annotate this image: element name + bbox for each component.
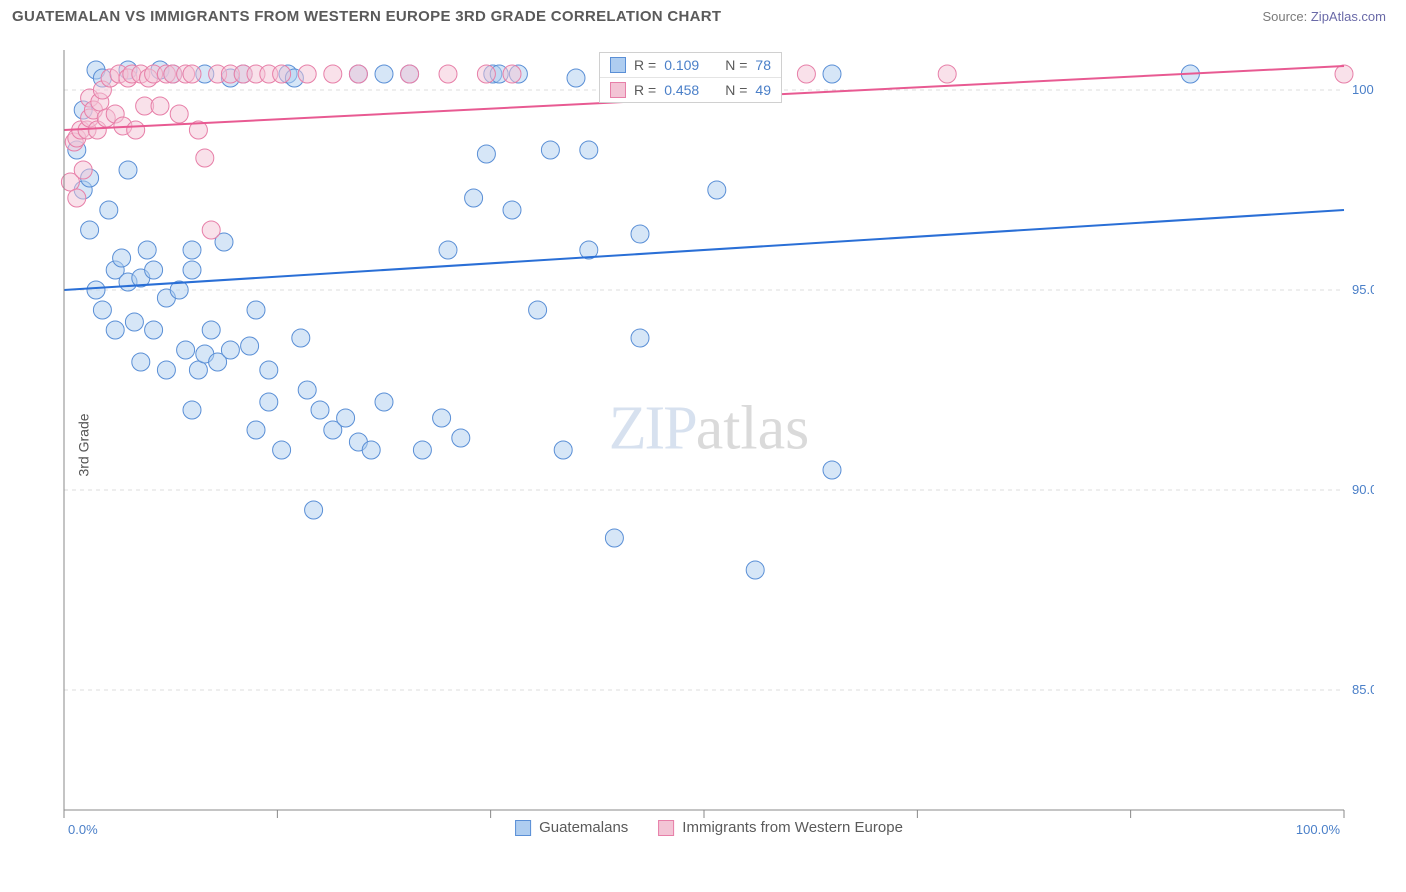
data-point xyxy=(202,221,220,239)
data-point xyxy=(477,65,495,83)
data-point xyxy=(465,189,483,207)
y-tick-label: 100.0% xyxy=(1352,82,1374,97)
data-point xyxy=(375,393,393,411)
trend-line xyxy=(64,210,1344,290)
data-point xyxy=(298,381,316,399)
data-point xyxy=(145,321,163,339)
data-point xyxy=(362,441,380,459)
data-point xyxy=(151,97,169,115)
data-point xyxy=(241,337,259,355)
data-point xyxy=(202,321,220,339)
data-point xyxy=(138,241,156,259)
data-point xyxy=(567,69,585,87)
data-point xyxy=(823,65,841,83)
data-point xyxy=(119,161,137,179)
x-tick-label: 100.0% xyxy=(1296,822,1341,837)
chart-title: GUATEMALAN VS IMMIGRANTS FROM WESTERN EU… xyxy=(12,8,721,25)
data-point xyxy=(183,261,201,279)
data-point xyxy=(580,141,598,159)
data-point xyxy=(81,221,99,239)
stats-legend-row: R =0.109N =78 xyxy=(600,53,781,77)
data-point xyxy=(196,149,214,167)
data-point xyxy=(87,281,105,299)
data-point xyxy=(177,341,195,359)
data-point xyxy=(413,441,431,459)
data-point xyxy=(183,401,201,419)
data-point xyxy=(247,421,265,439)
data-point xyxy=(631,329,649,347)
scatter-chart: 85.0% 90.0% 95.0% 100.0% 0.0% 100.0% xyxy=(44,50,1374,840)
stats-legend-row: R =0.458N =49 xyxy=(600,77,781,102)
source-link[interactable]: ZipAtlas.com xyxy=(1311,9,1386,24)
data-point xyxy=(605,529,623,547)
y-tick-label: 90.0% xyxy=(1352,482,1374,497)
series-legend: Guatemalans Immigrants from Western Europ… xyxy=(515,819,903,836)
legend-swatch xyxy=(610,82,626,98)
legend-label: Guatemalans xyxy=(539,819,628,836)
data-point xyxy=(337,409,355,427)
data-point xyxy=(439,65,457,83)
data-point xyxy=(797,65,815,83)
y-axis-label: 3rd Grade xyxy=(76,413,92,476)
data-point xyxy=(1335,65,1353,83)
data-point xyxy=(823,461,841,479)
legend-swatch xyxy=(658,820,674,836)
data-point xyxy=(529,301,547,319)
y-tick-label: 85.0% xyxy=(1352,682,1374,697)
data-point xyxy=(375,65,393,83)
data-point xyxy=(132,353,150,371)
data-point xyxy=(938,65,956,83)
header: GUATEMALAN VS IMMIGRANTS FROM WESTERN EU… xyxy=(0,0,1406,31)
stats-legend: R =0.109N =78R =0.458N =49 xyxy=(599,52,782,103)
legend-item: Guatemalans xyxy=(515,819,628,836)
data-point xyxy=(100,201,118,219)
data-point xyxy=(708,181,726,199)
plot-area: 3rd Grade 85.0% 90.0% 95.0% 100.0% 0.0% 100.0… xyxy=(44,50,1374,840)
legend-label: Immigrants from Western Europe xyxy=(682,819,903,836)
data-point xyxy=(503,65,521,83)
data-point xyxy=(260,361,278,379)
legend-swatch xyxy=(515,820,531,836)
data-point xyxy=(541,141,559,159)
data-point xyxy=(93,301,111,319)
x-tick-label: 0.0% xyxy=(68,822,98,837)
data-point xyxy=(298,65,316,83)
data-point xyxy=(311,401,329,419)
data-point xyxy=(260,393,278,411)
data-point xyxy=(221,341,239,359)
data-point xyxy=(401,65,419,83)
legend-item: Immigrants from Western Europe xyxy=(658,819,903,836)
data-point xyxy=(439,241,457,259)
y-tick-label: 95.0% xyxy=(1352,282,1374,297)
source-label: Source: ZipAtlas.com xyxy=(1262,9,1386,24)
legend-swatch xyxy=(610,57,626,73)
data-point xyxy=(433,409,451,427)
data-point xyxy=(183,65,201,83)
data-point xyxy=(68,189,86,207)
data-point xyxy=(477,145,495,163)
data-point xyxy=(183,241,201,259)
data-point xyxy=(324,65,342,83)
data-point xyxy=(106,321,124,339)
data-point xyxy=(292,329,310,347)
data-point xyxy=(349,65,367,83)
data-point xyxy=(247,301,265,319)
data-point xyxy=(503,201,521,219)
data-point xyxy=(631,225,649,243)
data-point xyxy=(305,501,323,519)
data-point xyxy=(746,561,764,579)
data-point xyxy=(554,441,572,459)
data-point xyxy=(145,261,163,279)
data-point xyxy=(125,313,143,331)
data-point xyxy=(273,65,291,83)
data-point xyxy=(127,121,145,139)
data-point xyxy=(157,361,175,379)
data-point xyxy=(113,249,131,267)
data-point xyxy=(74,161,92,179)
data-point xyxy=(189,361,207,379)
data-point xyxy=(452,429,470,447)
data-point xyxy=(170,105,188,123)
data-point xyxy=(273,441,291,459)
